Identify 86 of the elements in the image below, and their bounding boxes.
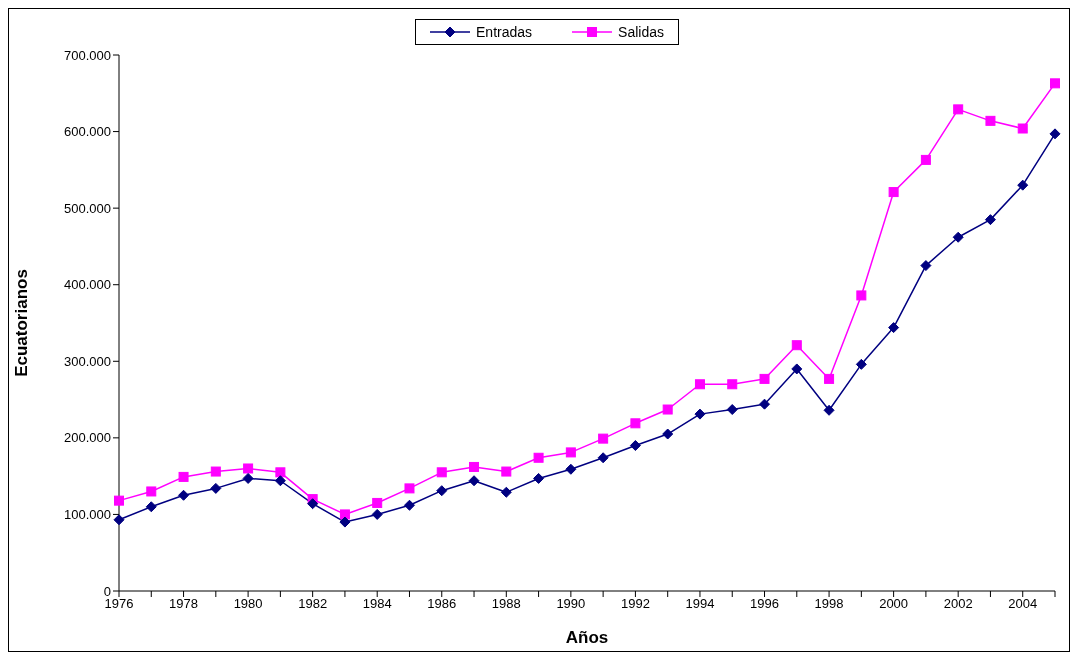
point <box>888 322 900 334</box>
point <box>662 404 673 415</box>
point <box>694 408 706 420</box>
point <box>888 187 899 198</box>
legend-label: Salidas <box>617 24 664 40</box>
y-tick-label: 100.000 <box>64 507 111 523</box>
point <box>856 290 867 301</box>
point <box>630 418 641 429</box>
point <box>565 447 576 458</box>
point <box>759 398 771 410</box>
y-tick-label: 500.000 <box>64 200 111 216</box>
point <box>436 485 448 497</box>
point <box>791 363 803 375</box>
point <box>533 472 545 484</box>
point <box>1049 128 1061 140</box>
point <box>178 489 190 501</box>
x-tick-label: 1986 <box>427 596 457 612</box>
point <box>1050 78 1060 89</box>
point <box>469 461 480 472</box>
point <box>920 260 932 272</box>
point <box>823 404 835 416</box>
y-tick-label: 200.000 <box>64 430 111 446</box>
point <box>1017 179 1029 191</box>
point <box>1017 123 1028 134</box>
point <box>146 486 157 497</box>
x-tick-label: 1980 <box>233 596 263 612</box>
point <box>243 463 254 474</box>
y-tick-label: 0 <box>103 583 111 599</box>
point <box>501 466 512 477</box>
point <box>178 471 189 482</box>
point <box>953 104 964 115</box>
point <box>759 373 770 384</box>
x-tick-label: 1990 <box>556 596 586 612</box>
x-axis-title: Años <box>565 628 609 647</box>
point <box>662 428 674 440</box>
y-tick-label: 300.000 <box>64 353 111 369</box>
point <box>598 433 609 444</box>
x-tick-label: 2002 <box>943 596 973 612</box>
point <box>275 467 286 478</box>
x-tick-label: 1996 <box>750 596 779 612</box>
point <box>371 508 383 520</box>
x-tick-label: 1982 <box>298 596 328 612</box>
y-tick-label: 700.000 <box>64 47 111 63</box>
point <box>920 154 931 165</box>
point <box>727 379 738 390</box>
point <box>403 499 415 511</box>
point <box>339 509 350 520</box>
legend-label: Entradas <box>475 24 533 40</box>
point <box>985 115 996 126</box>
point <box>114 495 124 506</box>
point <box>113 514 125 526</box>
y-tick-label: 600.000 <box>64 124 111 140</box>
point <box>533 452 544 463</box>
point <box>145 501 157 513</box>
x-tick-label: 1992 <box>620 596 650 612</box>
x-tick-label: 1978 <box>169 596 199 612</box>
point <box>984 214 996 226</box>
y-tick-label: 400.000 <box>64 277 111 293</box>
x-tick-label: 2000 <box>879 596 909 612</box>
point <box>824 373 835 384</box>
point <box>436 467 447 478</box>
point <box>791 340 802 351</box>
point <box>372 497 383 508</box>
y-axis-title: Ecuatorianos <box>12 269 32 377</box>
point <box>210 482 222 494</box>
x-tick-label: 2004 <box>1008 596 1038 612</box>
point <box>726 404 738 416</box>
x-tick-label: 1998 <box>814 596 844 612</box>
point <box>210 466 221 477</box>
point <box>500 486 512 498</box>
point <box>468 475 480 487</box>
point <box>274 475 286 487</box>
point <box>307 498 319 510</box>
x-tick-label: 1984 <box>362 596 392 612</box>
point <box>339 516 351 528</box>
x-tick-label: 1976 <box>104 596 134 612</box>
point <box>597 452 609 464</box>
point <box>565 463 577 475</box>
point <box>629 440 641 452</box>
point <box>694 379 705 390</box>
point <box>404 483 415 494</box>
point <box>952 231 964 243</box>
point <box>242 472 254 484</box>
x-tick-label: 1988 <box>491 596 521 612</box>
x-tick-label: 1994 <box>685 596 715 612</box>
point <box>855 358 867 370</box>
